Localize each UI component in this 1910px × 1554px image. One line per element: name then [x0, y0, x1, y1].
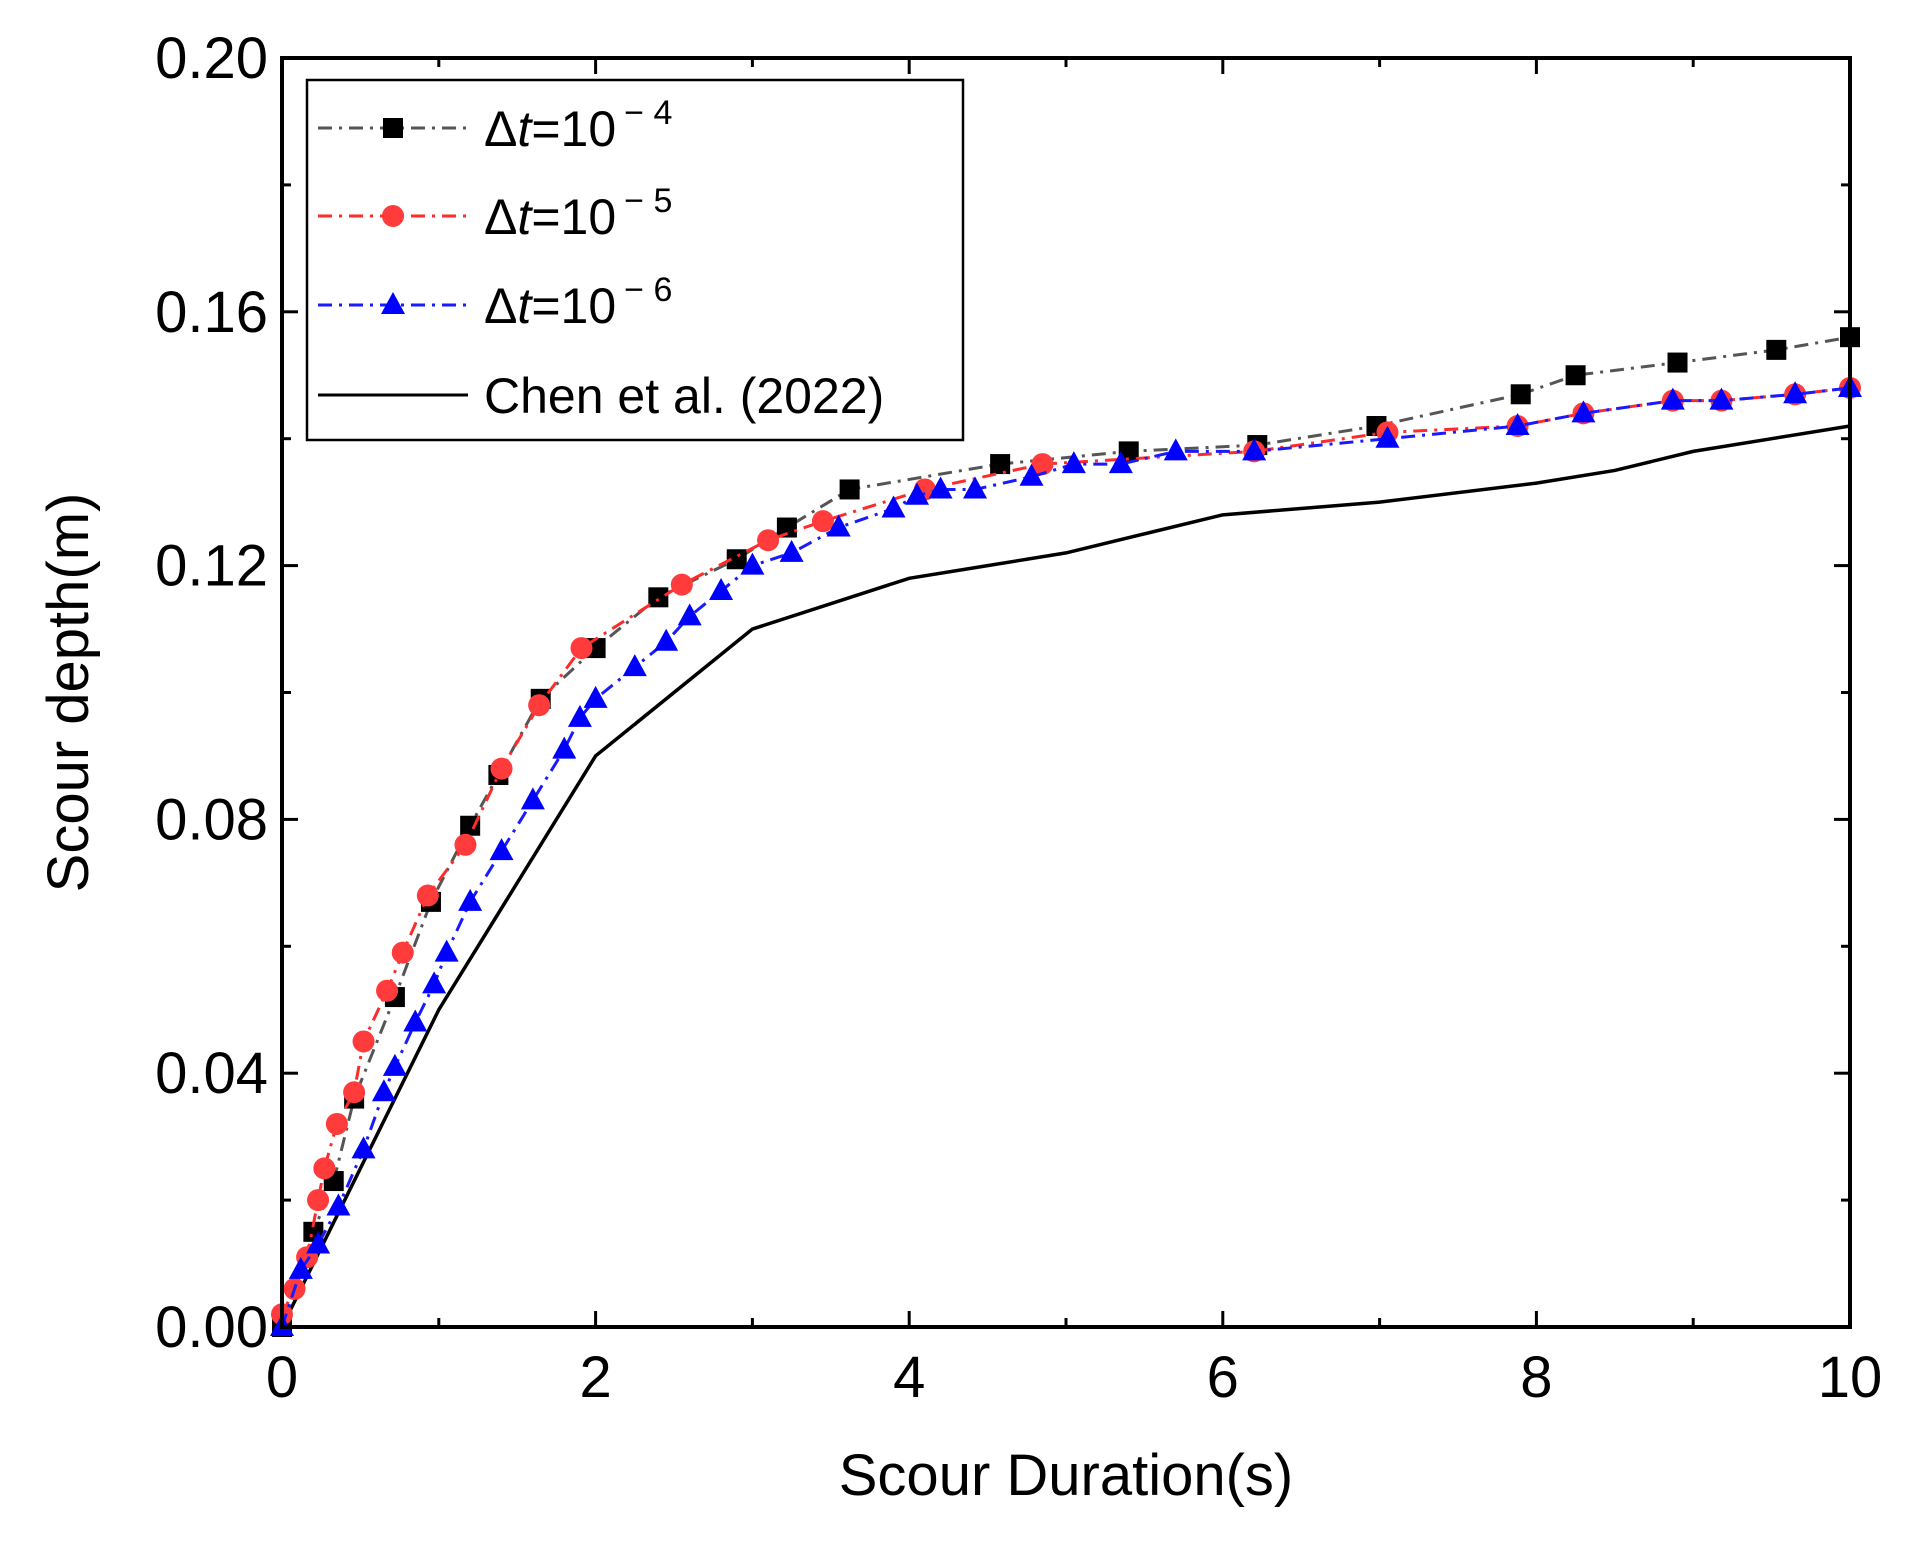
data-point — [709, 577, 734, 600]
data-point — [583, 685, 608, 708]
legend-marker — [382, 205, 404, 227]
data-point — [654, 628, 679, 651]
data-point — [1571, 400, 1596, 423]
data-point — [826, 514, 851, 537]
data-point — [352, 1030, 375, 1053]
data-point — [552, 736, 577, 759]
data-point — [489, 838, 514, 861]
x-tick-label: 8 — [1520, 1345, 1552, 1410]
data-point — [963, 476, 988, 499]
plot-area — [270, 327, 1862, 1337]
y-tick-label: 0.12 — [155, 534, 268, 599]
data-point — [570, 637, 593, 660]
data-point — [376, 979, 399, 1002]
series-line — [280, 386, 1851, 1315]
data-point — [382, 1053, 407, 1076]
data-point — [990, 454, 1011, 475]
data-point — [1108, 451, 1133, 474]
data-point — [458, 888, 483, 911]
data-point — [776, 517, 797, 538]
data-point — [1163, 438, 1188, 461]
y-tick-label: 0.04 — [155, 1041, 268, 1106]
data-point — [460, 815, 481, 836]
data-point — [1667, 352, 1688, 373]
axis-ticks — [280, 56, 1852, 1329]
data-point — [1766, 339, 1787, 360]
x-axis-title: Scour Duration(s) — [839, 1443, 1293, 1508]
legend-marker — [383, 118, 403, 138]
series-line — [280, 335, 1851, 1328]
data-point — [905, 482, 930, 505]
data-point — [677, 603, 702, 626]
data-point — [881, 495, 906, 518]
x-tick-label: 6 — [1207, 1345, 1239, 1410]
data-point — [528, 694, 551, 717]
data-point — [307, 1189, 330, 1212]
data-point — [757, 529, 780, 552]
x-tick-label: 2 — [579, 1345, 611, 1410]
data-point — [726, 549, 747, 570]
y-tick-label: 0.00 — [155, 1295, 268, 1360]
data-point — [434, 939, 459, 962]
data-point — [371, 1079, 396, 1102]
data-point — [391, 941, 414, 964]
legend-label: Chen et al. (2022) — [484, 368, 884, 424]
data-point — [740, 552, 765, 575]
data-point — [648, 587, 669, 608]
data-point — [567, 704, 592, 727]
data-point — [1709, 387, 1734, 410]
data-point — [343, 1081, 366, 1104]
y-axis-title: Scour depth(m) — [36, 493, 101, 893]
data-point — [403, 1009, 428, 1032]
data-point — [622, 654, 647, 677]
data-point — [1061, 451, 1086, 474]
data-point — [839, 479, 860, 500]
x-tick-label: 10 — [1818, 1345, 1883, 1410]
data-point — [1783, 381, 1808, 404]
series-2 — [270, 374, 1862, 1336]
x-tick-label: 4 — [893, 1345, 925, 1410]
data-point — [520, 787, 545, 810]
data-point — [811, 510, 834, 533]
data-point — [1031, 453, 1054, 476]
legend: Δt=10− 4 Δt=10− 5 Δt=10− 6 Chen et al. (202… — [305, 78, 965, 442]
data-point — [313, 1157, 336, 1180]
data-point — [928, 476, 953, 499]
legend-label: Δt=10− 4 — [484, 94, 672, 157]
y-tick-label: 0.20 — [155, 26, 268, 91]
legend-marker — [381, 292, 405, 314]
data-point — [1660, 387, 1685, 410]
axis-tick-labels: 0 2 4 6 8 10 0.00 0.04 0.08 0.12 0.16 0.20 — [155, 26, 1882, 1410]
data-point — [416, 884, 439, 907]
series-line — [280, 424, 1851, 1328]
data-point — [325, 1112, 348, 1135]
legend-box — [305, 78, 965, 442]
data-point — [1565, 365, 1586, 386]
data-point — [326, 1193, 351, 1216]
data-point — [1019, 463, 1044, 486]
data-point — [422, 971, 447, 994]
data-point — [351, 1136, 376, 1159]
data-point — [1505, 413, 1530, 436]
data-point — [490, 757, 513, 780]
legend-label: Δt=10− 6 — [484, 271, 672, 334]
data-point — [670, 573, 693, 596]
series-3 — [280, 424, 1851, 1328]
data-point — [306, 1231, 331, 1254]
data-point — [1242, 438, 1267, 461]
data-point — [1510, 384, 1531, 405]
data-point — [1375, 425, 1400, 448]
legend-label: Δt=10− 5 — [484, 182, 672, 245]
data-point — [454, 833, 477, 856]
x-tick-label: 0 — [266, 1345, 298, 1410]
y-tick-label: 0.16 — [155, 280, 268, 345]
data-point — [288, 1256, 313, 1279]
data-point — [779, 539, 804, 562]
y-tick-label: 0.08 — [155, 787, 268, 852]
